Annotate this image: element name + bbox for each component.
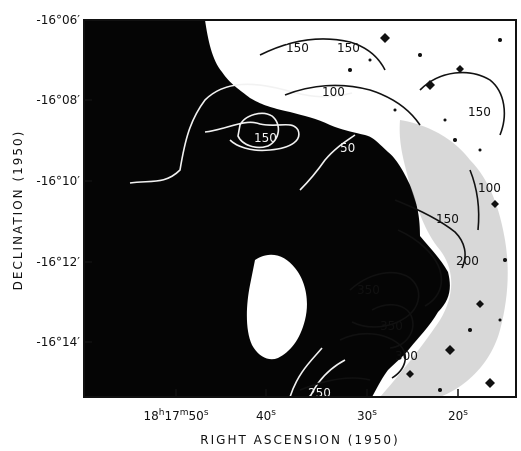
contour-label: 250 xyxy=(308,386,331,400)
contour-label: 300 xyxy=(395,349,418,363)
dec-tick-label: -16°14′ xyxy=(36,335,80,349)
contour-150-right xyxy=(419,71,506,136)
contour-250 xyxy=(299,377,371,391)
x-ticks xyxy=(175,389,459,397)
plot-frame xyxy=(83,19,517,398)
dashed-feature xyxy=(234,31,291,71)
dec-tick-label: -16°06′ xyxy=(36,13,80,27)
contour-100-right xyxy=(469,169,480,231)
ra-tick-label: 40s xyxy=(256,408,276,423)
x-tick-labels: 18h17m50s 40s 30s 20s xyxy=(143,408,468,423)
contour-label: 150 xyxy=(254,131,277,145)
contour-label: 100 xyxy=(478,181,501,195)
contour-bottom-1 xyxy=(289,347,323,397)
contour-label-group: 150 150 100 150 150 50 100 150 200 350 3… xyxy=(254,41,501,400)
y-axis-title: DECLINATION (1950) xyxy=(11,130,25,291)
y-tick-labels: -16°06′ -16°08′ -16°10′ -16°12′ -16°14′ xyxy=(36,13,80,349)
contour-350-b xyxy=(371,303,414,349)
dec-tick-label: -16°12′ xyxy=(36,255,80,269)
contours-black xyxy=(259,38,506,391)
dec-tick-label: -16°10′ xyxy=(36,174,80,188)
contour-label: 150 xyxy=(337,41,360,55)
contour-label: 150 xyxy=(436,212,459,226)
contour-350-a xyxy=(349,271,420,328)
contour-label: 150 xyxy=(286,41,309,55)
ra-tick-label: 18h17m50s xyxy=(143,408,208,423)
y-ticks xyxy=(84,19,92,343)
dark-cloud xyxy=(84,20,450,397)
ra-tick-label: 20s xyxy=(448,408,468,423)
contour-100-top xyxy=(284,84,421,126)
contour-150-inner xyxy=(204,121,300,152)
contour-label: 200 xyxy=(456,254,479,268)
bright-patch xyxy=(246,254,307,360)
contour-150-mid xyxy=(394,199,466,269)
contour-bottom-2 xyxy=(309,359,346,397)
contour-150-loop xyxy=(237,112,280,149)
contour-label: 350 xyxy=(357,283,380,297)
contour-50 xyxy=(299,134,356,191)
dec-tick-label: -16°08′ xyxy=(36,93,80,107)
stars xyxy=(348,33,507,392)
contours-white xyxy=(129,83,356,397)
contour-300 xyxy=(339,332,407,379)
x-axis-title: RIGHT ASCENSION (1950) xyxy=(200,433,399,447)
contour-label: 150 xyxy=(468,105,491,119)
ra-tick-label: 30s xyxy=(357,408,377,423)
contour-label: 50 xyxy=(340,141,355,155)
contour-label: 100 xyxy=(322,85,345,99)
contour-200 xyxy=(397,229,443,307)
contour-100-outer xyxy=(129,83,353,184)
plot-area: 150 150 100 150 150 50 100 150 200 350 3… xyxy=(84,20,516,400)
contour-150-top xyxy=(259,38,386,71)
contour-label: 350 xyxy=(380,319,403,333)
